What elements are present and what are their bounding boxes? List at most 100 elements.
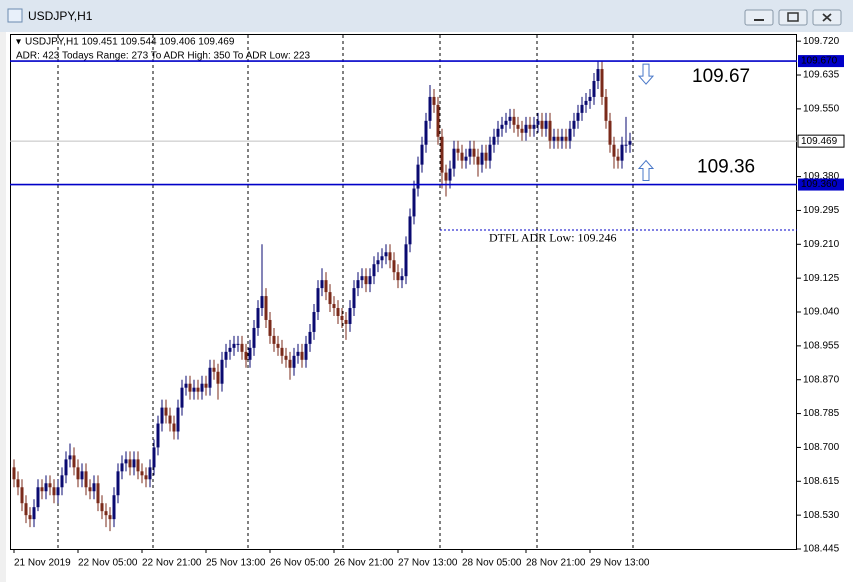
candle-body: [292, 355, 296, 368]
candle-body: [228, 347, 232, 352]
y-tick-label: 109.125: [803, 273, 840, 284]
candle-body: [364, 276, 368, 285]
candle-body: [20, 487, 24, 504]
candle-body: [352, 288, 356, 309]
level-annotation: 109.36: [697, 157, 755, 178]
y-tick-label: 109.210: [803, 239, 840, 250]
level-price-box: [798, 55, 844, 68]
y-tick-label: 109.040: [803, 307, 840, 318]
candle-body: [548, 120, 552, 141]
candle-body: [84, 471, 88, 488]
candle-body: [452, 148, 456, 169]
candle-body: [32, 507, 36, 520]
candle-body: [296, 351, 300, 356]
candle-body: [516, 124, 520, 129]
candle-body: [184, 383, 188, 388]
level-arrow: [637, 63, 655, 85]
candle-body: [372, 264, 376, 277]
candle-body: [332, 304, 336, 309]
window-buttons[interactable]: [744, 9, 842, 26]
y-tick-label: 108.445: [803, 544, 840, 555]
candle-body: [280, 347, 284, 356]
candle-body: [148, 467, 152, 480]
y-tick-label: 108.700: [803, 442, 840, 453]
chart-header: USDJPY,H1 109.451 109.544 109.406 109.46…: [25, 37, 235, 48]
title-bar: [0, 0, 853, 32]
candle-body: [520, 128, 524, 133]
candle-body: [576, 112, 580, 121]
candle-body: [124, 459, 128, 464]
candle-body: [524, 124, 528, 133]
candle-body: [564, 136, 568, 141]
candle-body: [456, 148, 460, 153]
candle-body: [580, 104, 584, 113]
candle-body: [28, 515, 32, 520]
candle-body: [56, 487, 60, 496]
candle-body: [196, 387, 200, 392]
candle-body: [140, 471, 144, 476]
candle-body: [440, 136, 444, 173]
candle-body: [424, 120, 428, 145]
candle-body: [80, 471, 84, 480]
candle-body: [340, 315, 344, 320]
x-tick-label: 22 Nov 21:00: [142, 558, 202, 569]
candle-body: [600, 69, 604, 97]
candle-body: [544, 120, 548, 129]
candle-body: [16, 479, 20, 488]
y-tick-label: 109.380: [803, 171, 840, 182]
candle-body: [540, 120, 544, 129]
x-tick-label: 26 Nov 21:00: [334, 558, 394, 569]
y-tick-label: 108.785: [803, 408, 840, 419]
candle-body: [388, 252, 392, 261]
candle-body: [368, 276, 372, 285]
candle-body: [568, 128, 572, 141]
maximize-button[interactable]: [778, 9, 808, 26]
candle-body: [240, 343, 244, 352]
candle-body: [572, 120, 576, 129]
x-tick-label: 22 Nov 05:00: [78, 558, 138, 569]
candle-body: [212, 367, 216, 372]
candle-body: [144, 475, 148, 480]
candle-body: [172, 423, 176, 432]
candle-body: [608, 120, 612, 145]
chart-header: ▾: [16, 37, 21, 48]
candle-body: [176, 407, 180, 432]
level-price-box: [798, 178, 844, 191]
candle-body: [444, 172, 448, 181]
x-tick-label: 26 Nov 05:00: [270, 558, 330, 569]
candle-body: [76, 467, 80, 480]
candle-body: [480, 152, 484, 165]
candle-body: [120, 463, 124, 472]
candle-body: [528, 124, 532, 129]
candle-body: [300, 351, 304, 360]
candle-body: [36, 487, 40, 508]
candle-body: [328, 292, 332, 305]
x-tick-label: 28 Nov 05:00: [462, 558, 522, 569]
candle-body: [460, 152, 464, 161]
candle-body: [284, 355, 288, 360]
candle-body: [308, 331, 312, 344]
candle-body: [276, 343, 280, 348]
candle-body: [108, 515, 112, 520]
candle-body: [532, 124, 536, 129]
minimize-button[interactable]: [744, 9, 774, 26]
x-tick-label: 21 Nov 2019: [14, 558, 71, 569]
x-tick-label: 25 Nov 13:00: [206, 558, 266, 569]
level-price-label: 109.670: [801, 56, 838, 67]
candle-body: [204, 383, 208, 388]
candle-body: [492, 136, 496, 145]
candle-body: [536, 120, 540, 125]
candle-body: [488, 144, 492, 161]
candle-body: [344, 319, 348, 324]
candle-body: [64, 459, 68, 476]
y-tick-label: 108.870: [803, 374, 840, 385]
candle-body: [40, 487, 44, 492]
candle-body: [68, 455, 72, 460]
candle-body: [104, 511, 108, 516]
current-price-box: [797, 134, 845, 148]
candle-body: [168, 415, 172, 424]
current-price-label: 109.469: [801, 136, 838, 147]
candle-body: [48, 483, 52, 488]
candle-body: [384, 252, 388, 257]
